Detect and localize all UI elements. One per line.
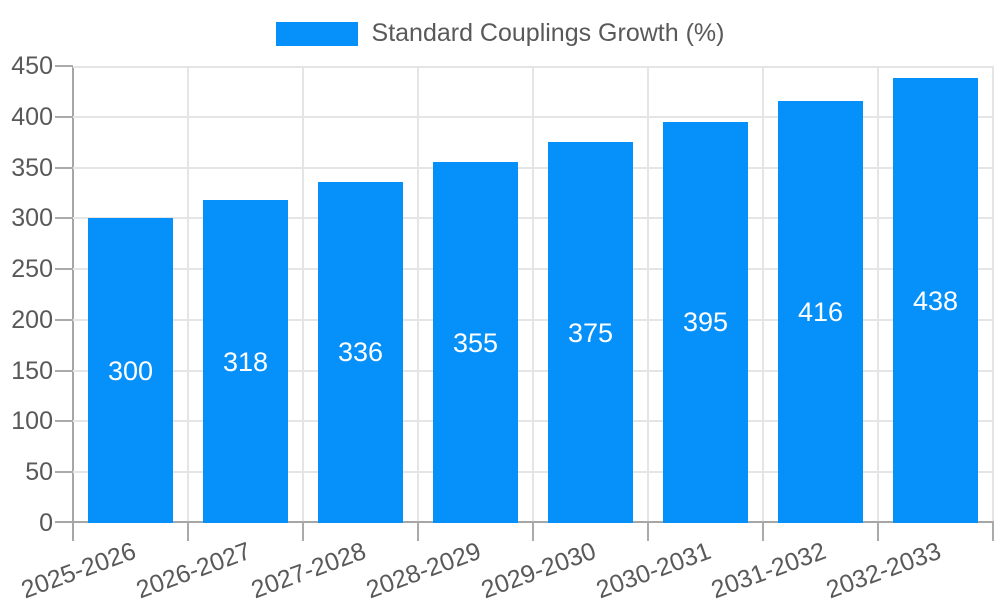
y-tick-label: 250: [11, 255, 53, 283]
x-gridline: [532, 66, 534, 523]
bar-value-label: 355: [452, 328, 499, 358]
y-tick-label: 100: [11, 407, 53, 435]
x-gridline: [877, 66, 879, 523]
x-axis-tick: [762, 521, 764, 541]
y-axis-tick: [55, 268, 73, 270]
x-axis-tick: [992, 521, 994, 541]
x-gridline: [762, 66, 764, 523]
bar: [318, 182, 403, 523]
x-axis-tick: [877, 521, 879, 541]
y-axis-tick: [55, 116, 73, 118]
bar-value-label: 300: [107, 356, 154, 386]
y-axis-tick: [55, 217, 73, 219]
y-tick-label: 450: [11, 52, 53, 80]
y-tick-label: 400: [11, 103, 53, 131]
y-axis-tick: [55, 65, 73, 67]
x-gridline: [992, 66, 994, 523]
bar-value-label: 318: [222, 347, 269, 377]
legend: Standard Couplings Growth (%): [0, 19, 1000, 48]
y-axis-tick: [55, 420, 73, 422]
y-tick-label: 150: [11, 357, 53, 385]
bar-value-label: 395: [682, 307, 729, 337]
bar: [778, 101, 863, 523]
bar-value-label: 375: [567, 318, 614, 348]
y-axis-tick: [55, 370, 73, 372]
x-gridline: [187, 66, 189, 523]
y-tick-label: 300: [11, 204, 53, 232]
bar: [433, 162, 518, 523]
bar: [203, 200, 288, 523]
y-tick-label: 350: [11, 154, 53, 182]
legend-label: Standard Couplings Growth (%): [371, 19, 725, 47]
y-tick-label: 200: [11, 306, 53, 334]
x-axis-tick: [647, 521, 649, 541]
bar: [663, 122, 748, 523]
x-axis-tick: [302, 521, 304, 541]
bar: [893, 78, 978, 523]
x-gridline: [647, 66, 649, 523]
y-axis-line: [72, 66, 74, 541]
bar-value-label: 438: [912, 286, 959, 316]
bar-value-label: 336: [337, 337, 384, 367]
y-tick-label: 50: [25, 458, 53, 486]
x-axis-tick: [532, 521, 534, 541]
bar-value-label: 416: [797, 297, 844, 327]
bar: [88, 218, 173, 523]
x-axis-tick: [187, 521, 189, 541]
y-axis-tick: [55, 167, 73, 169]
y-axis-tick: [55, 471, 73, 473]
y-axis-tick: [55, 319, 73, 321]
y-tick-label: 0: [39, 509, 53, 537]
x-gridline: [302, 66, 304, 523]
bar: [548, 142, 633, 523]
plot-area: 300 318 336 355 375 395 416 438: [73, 66, 994, 523]
legend-swatch: [275, 21, 358, 46]
x-axis-tick: [417, 521, 419, 541]
x-gridline: [417, 66, 419, 523]
x-axis-line: [55, 521, 993, 523]
